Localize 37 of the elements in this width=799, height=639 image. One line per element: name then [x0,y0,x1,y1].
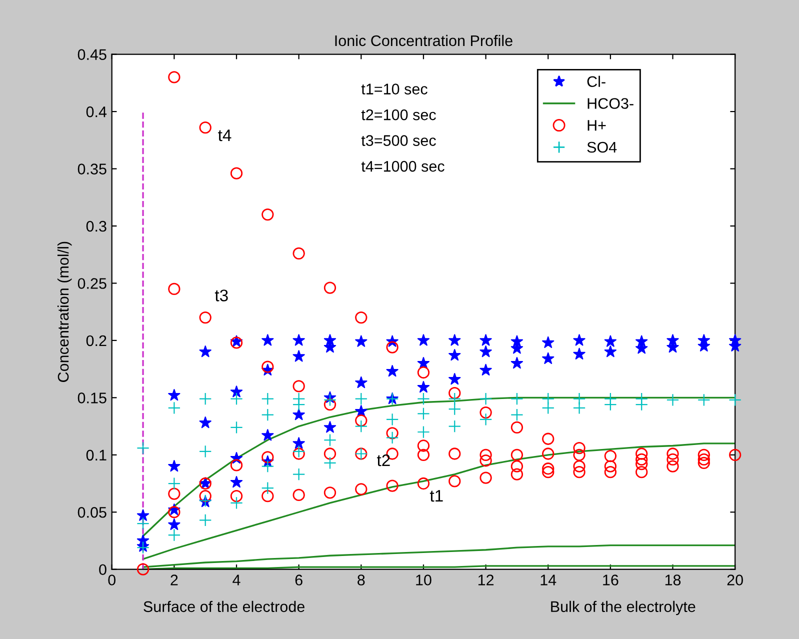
y-tick-label: 0.05 [78,506,106,518]
text: Bulk of the electrolyte [551,600,696,616]
x-tick-label: 14 [540,574,556,586]
y-tick-label: 0.15 [78,392,106,404]
annotation: t2=100 sec [361,109,436,120]
legend-label: SO4 [587,142,617,153]
y-tick-label: 0.1 [86,450,106,461]
annotation: t3=500 sec [361,135,436,146]
chart-title: Ionic Concentration Profile [335,34,512,46]
x-tick-label: 12 [478,574,494,586]
y-tick-label: 0.45 [78,49,106,60]
annotation: t1=10 sec [361,84,428,94]
x-tick-label: 6 [295,574,302,586]
annotation: t3 [214,290,228,302]
y-tick-label: 0.35 [78,164,106,174]
legend-label: HCO3- [588,98,634,109]
annotation: t2 [376,454,390,466]
annotation: t1 [430,490,443,502]
x-tick-label: 4 [232,574,240,586]
y-tick-label: 0 [99,564,106,576]
text: Surface of the electrode [144,600,304,612]
y-tick-label: 0.4 [86,106,107,118]
x-tick-label: 16 [603,574,618,586]
x-tick-label: 20 [727,574,743,586]
legend-label: H+ [588,120,606,131]
x-tick-label: 8 [358,574,365,586]
y-tick-label: 0.2 [86,335,106,346]
annotation: t4 [218,130,232,142]
x-tick-label: 2 [170,574,178,586]
y-tick-label: 0.3 [86,220,106,232]
x-tick-label: 0 [108,574,116,586]
y-tick-label: 0.25 [78,278,106,289]
legend-label: Cl- [587,76,606,88]
x-tick-label: 18 [665,574,681,586]
x-tick-label: 10 [416,574,432,586]
y-axis-title: Concentration (mol/l) [57,242,72,382]
annotation: t4=1000 sec [361,160,444,172]
